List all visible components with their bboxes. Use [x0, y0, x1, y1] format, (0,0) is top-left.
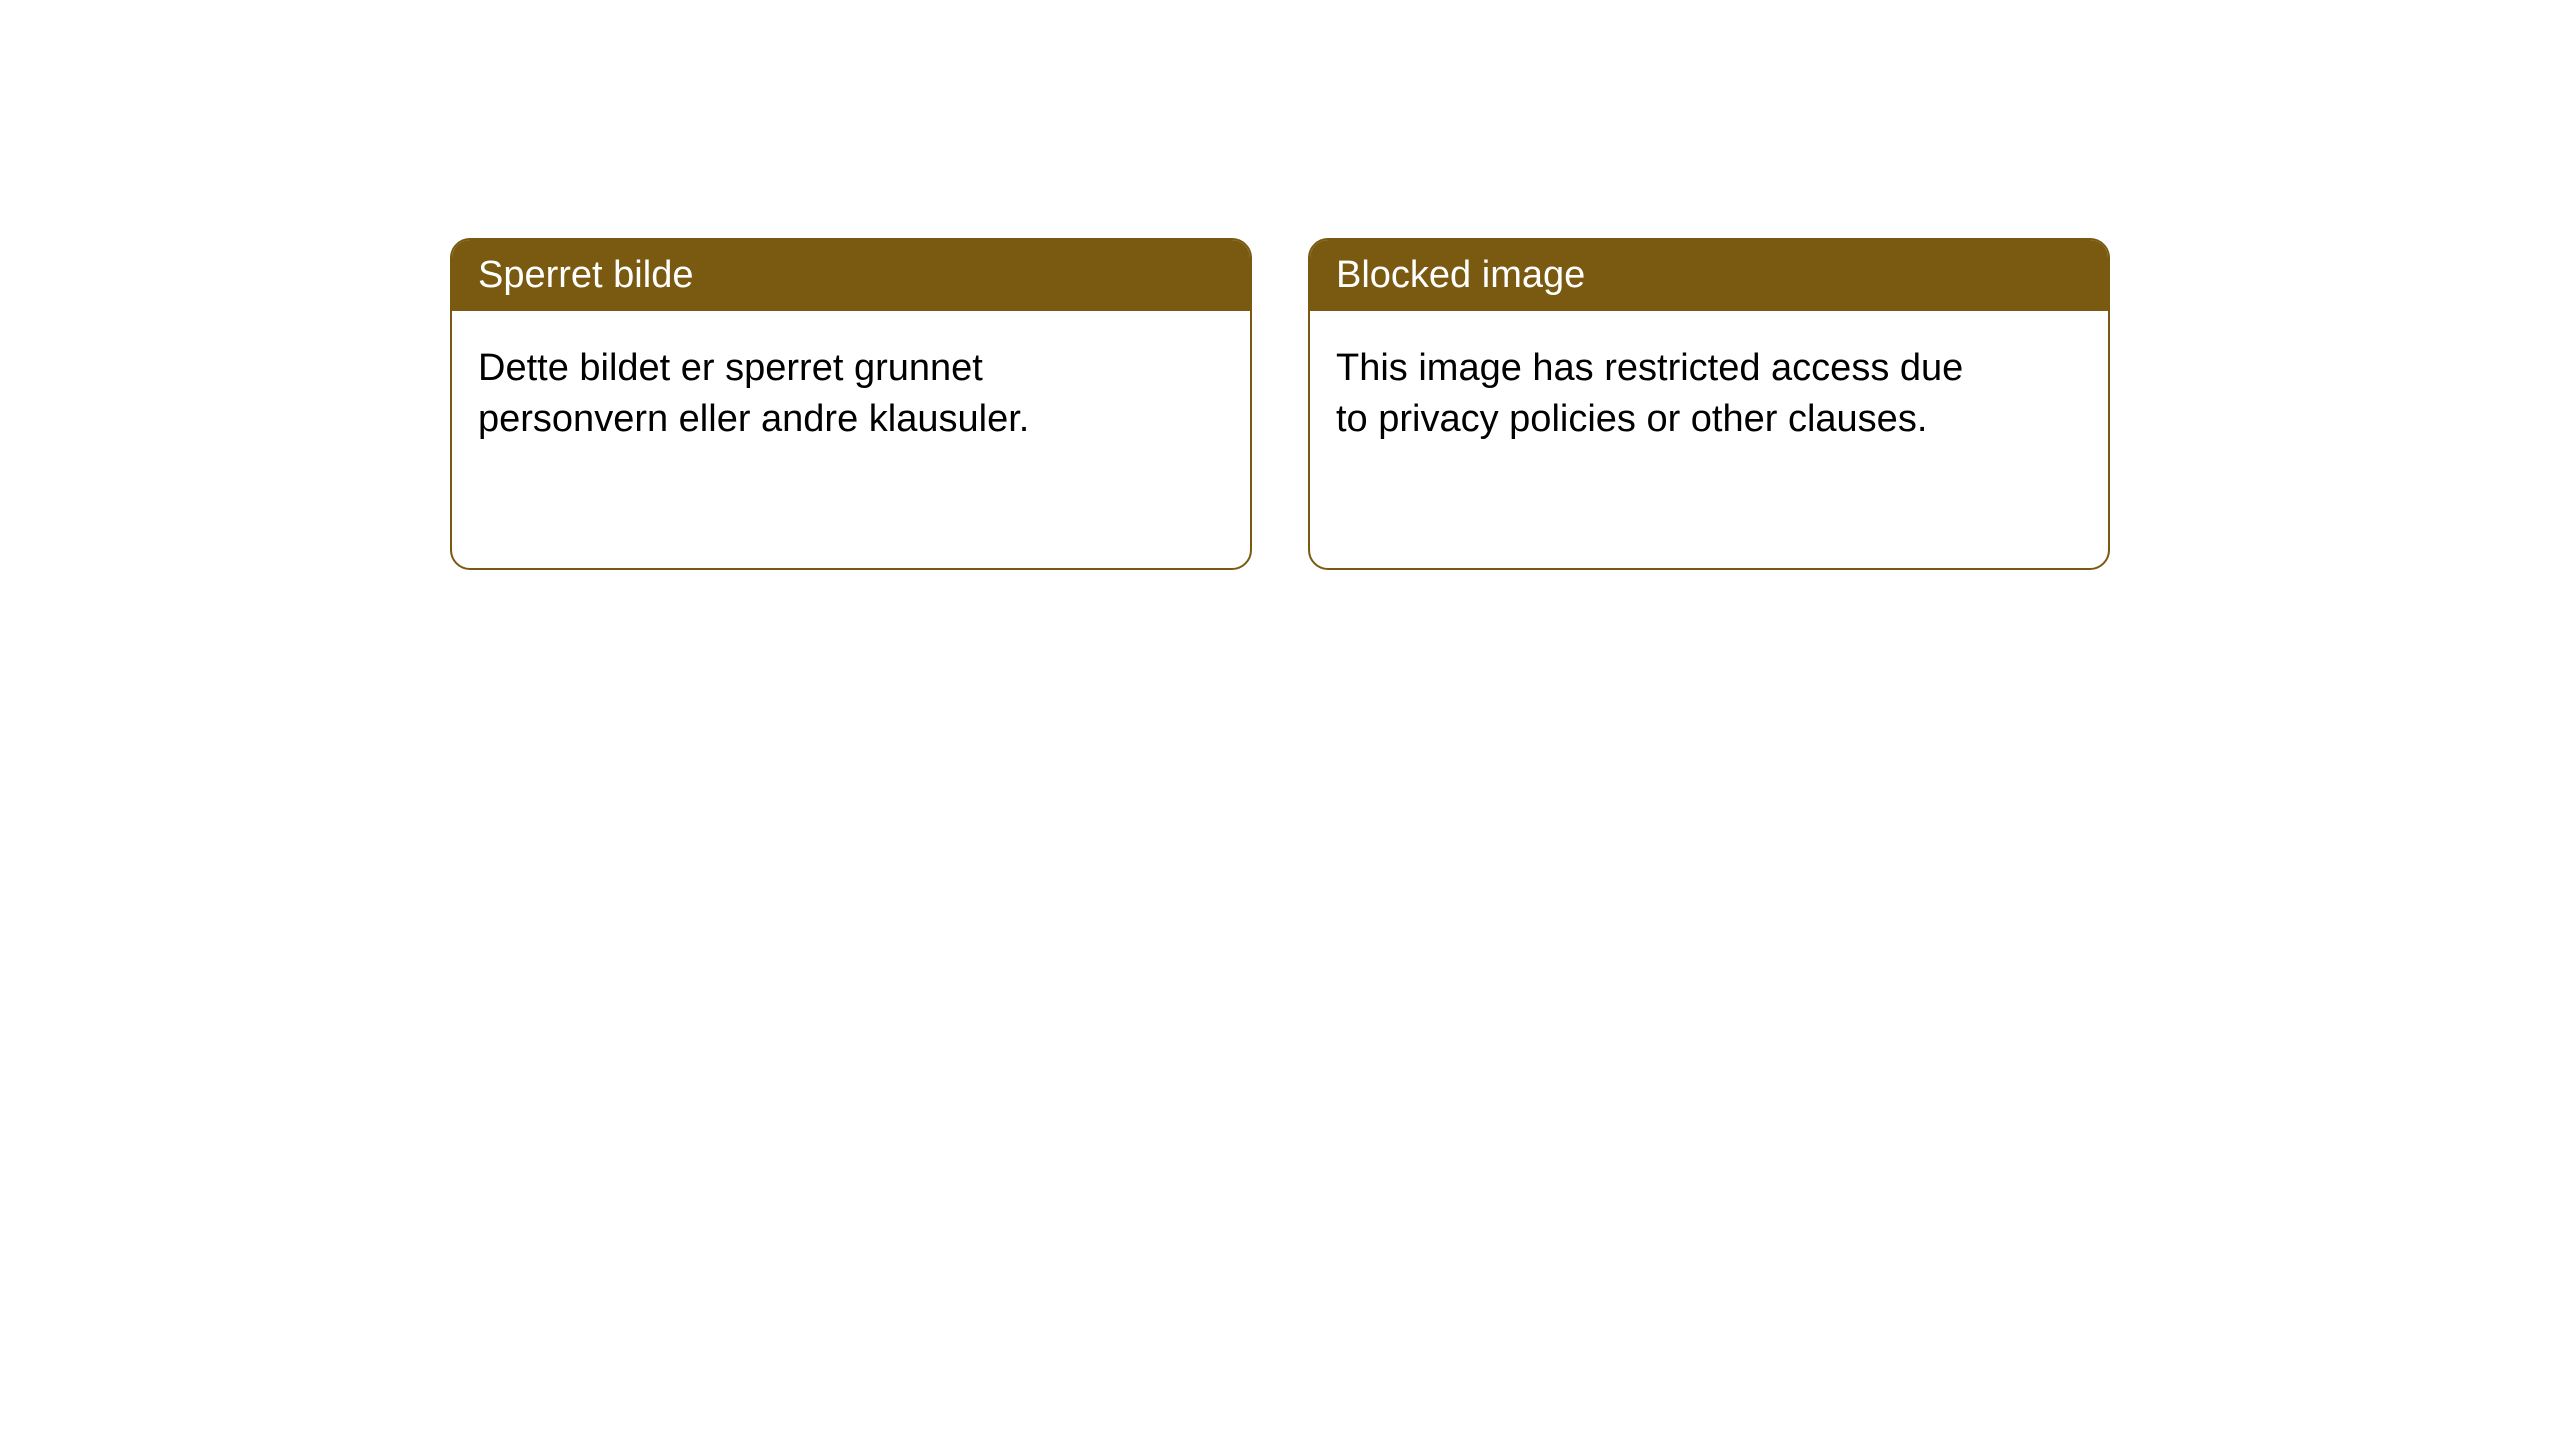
- notice-card-norwegian: Sperret bilde Dette bildet er sperret gr…: [450, 238, 1252, 570]
- card-body: This image has restricted access due to …: [1310, 311, 2030, 478]
- card-header: Blocked image: [1310, 240, 2108, 311]
- card-body: Dette bildet er sperret grunnet personve…: [452, 311, 1172, 478]
- card-title: Sperret bilde: [478, 254, 693, 296]
- notice-card-english: Blocked image This image has restricted …: [1308, 238, 2110, 570]
- card-body-text: Dette bildet er sperret grunnet personve…: [478, 347, 1029, 440]
- card-title: Blocked image: [1336, 254, 1585, 296]
- card-body-text: This image has restricted access due to …: [1336, 347, 1963, 440]
- notice-container: Sperret bilde Dette bildet er sperret gr…: [450, 238, 2110, 570]
- card-header: Sperret bilde: [452, 240, 1250, 311]
